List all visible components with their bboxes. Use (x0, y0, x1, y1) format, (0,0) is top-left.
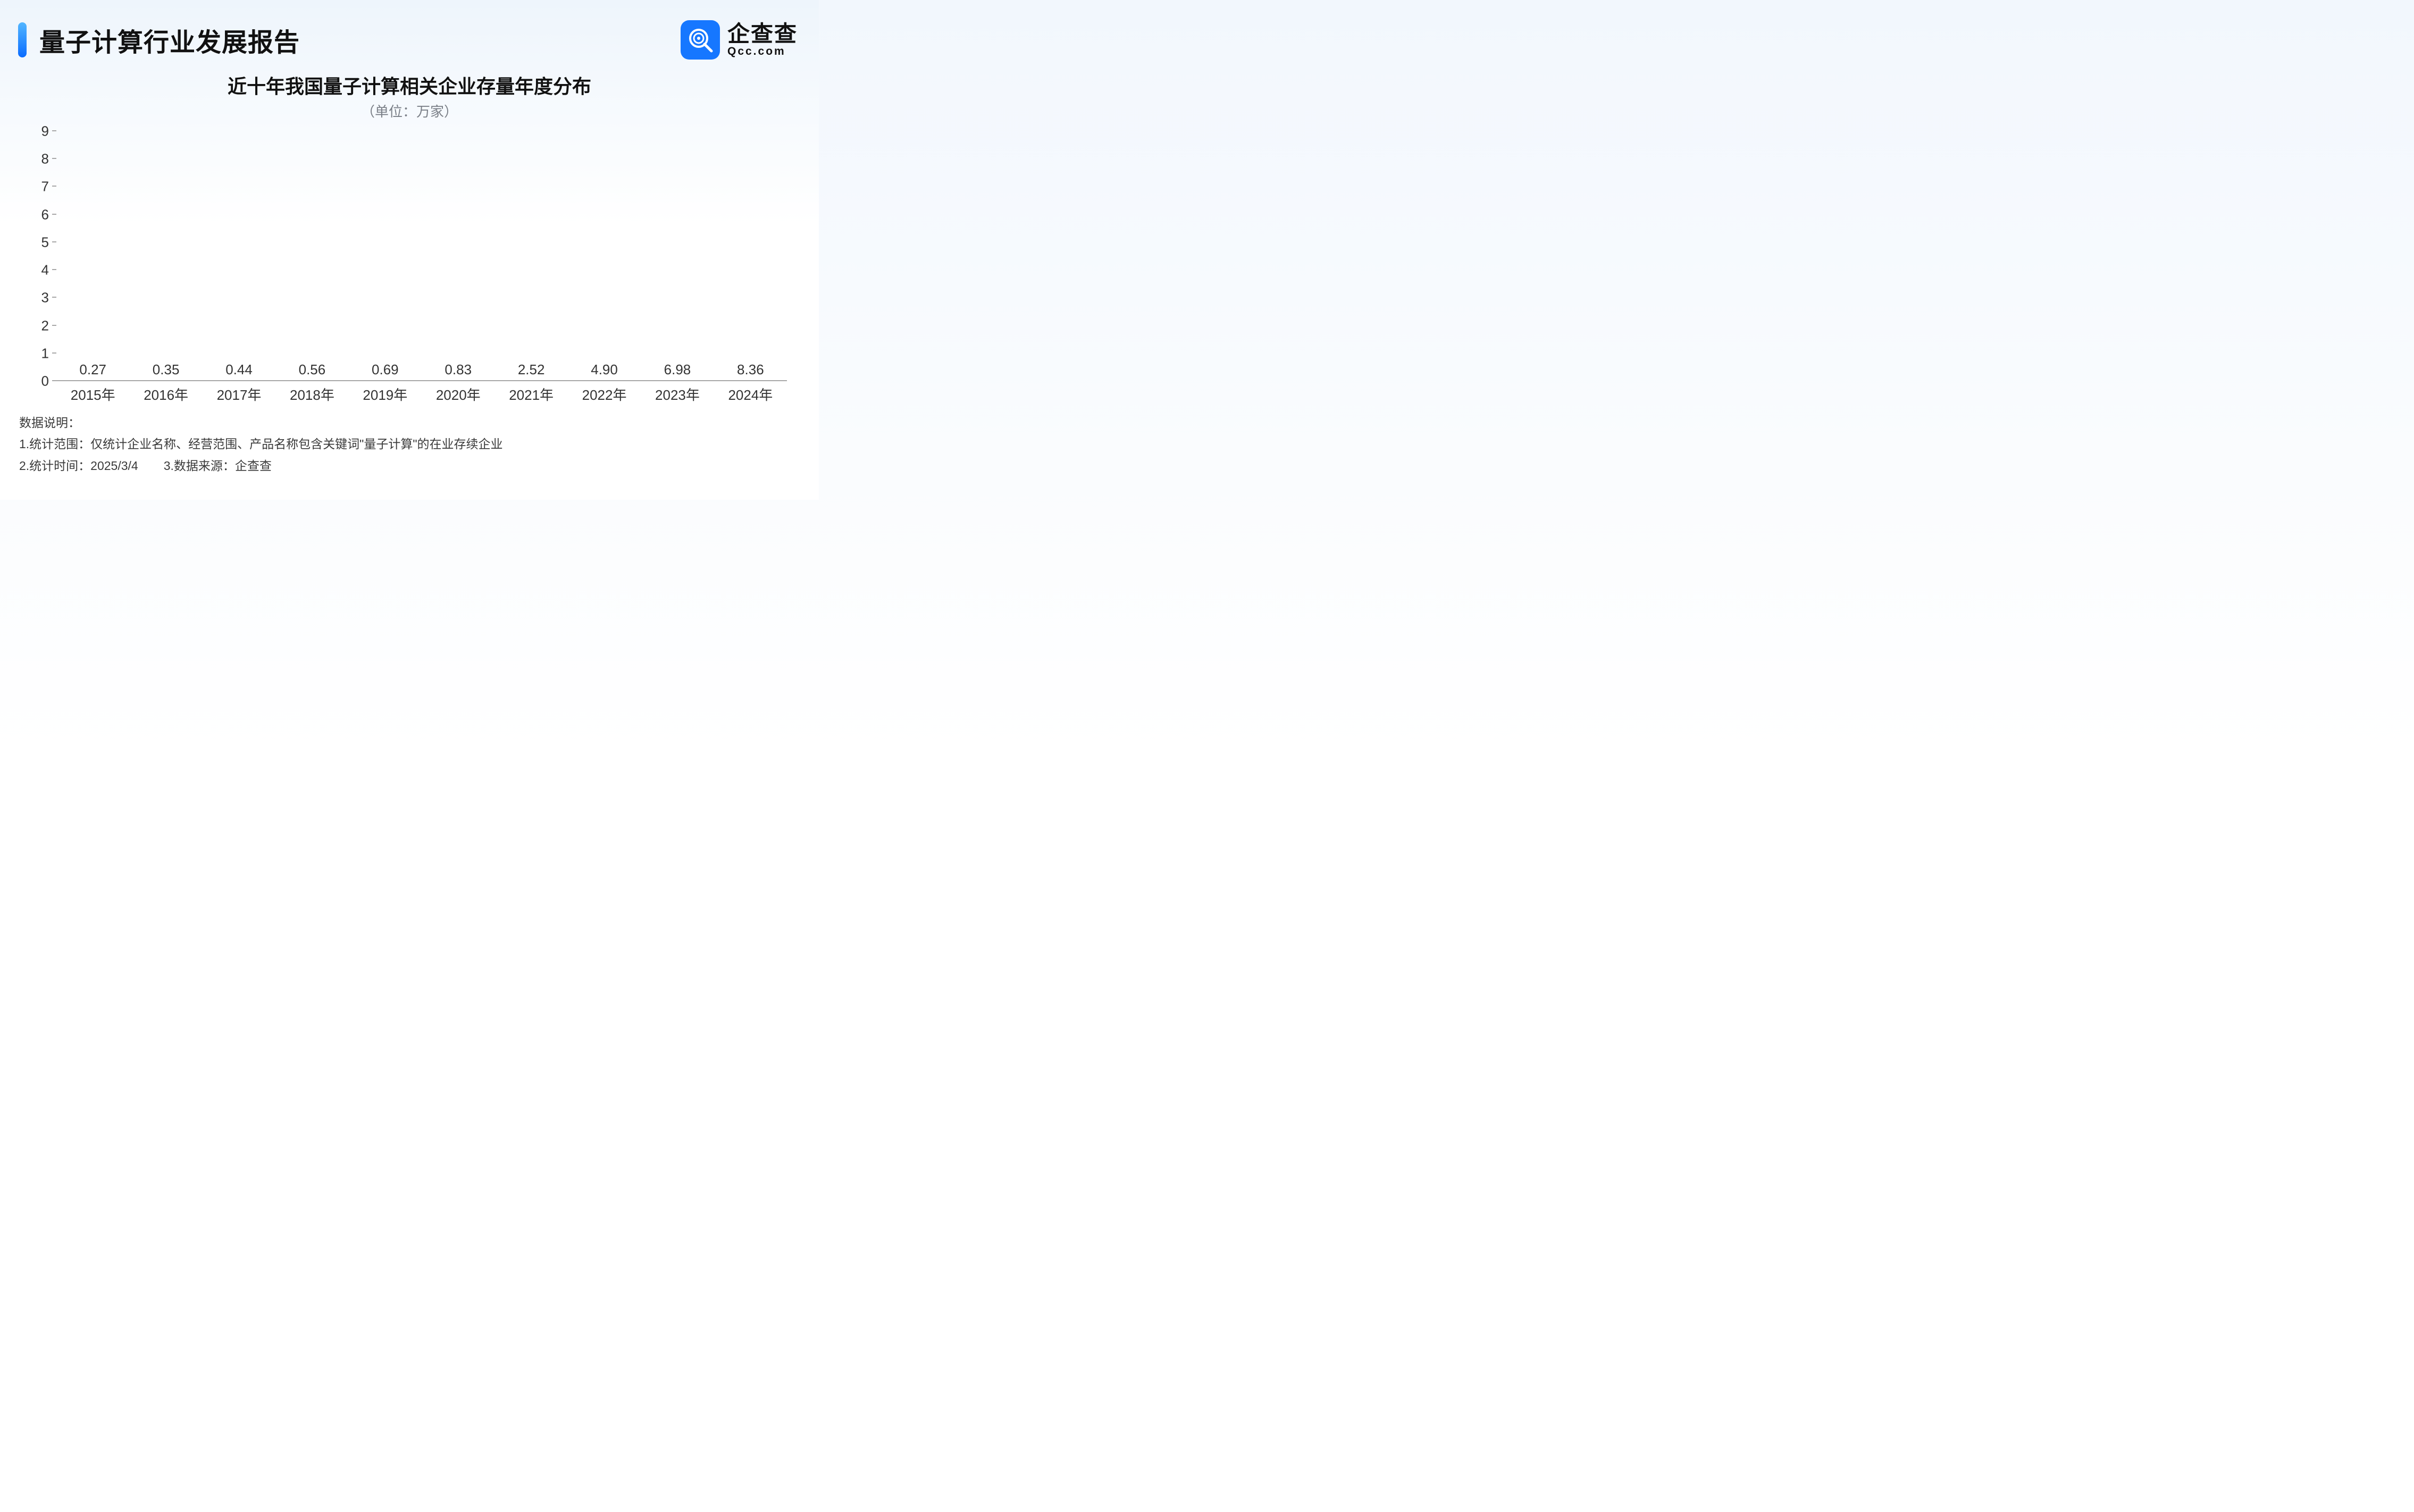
y-tick-mark (52, 214, 56, 215)
bar-slot: 0.27 (56, 362, 129, 381)
y-tick-mark (52, 269, 56, 270)
y-tick-label: 4 (41, 262, 56, 279)
bar-slot: 0.69 (349, 362, 422, 381)
y-tick-label: 1 (41, 345, 56, 362)
y-tick-mark (52, 352, 56, 354)
chart-wrap: 0.27 0.35 0.44 0.56 0.69 0.83 2.52 4.90 6.98 8.36… (27, 128, 792, 405)
y-tick-label: 9 (41, 123, 56, 140)
page-title: 量子计算行业发展报告 (39, 21, 300, 58)
x-axis-label: 2023年 (641, 381, 714, 404)
notes-line-2: 2.统计时间：2025/3/4 3.数据来源：企查查 (19, 455, 803, 476)
x-axis-label: 2019年 (349, 381, 422, 404)
y-tick-mark (52, 158, 56, 159)
logo-icon (681, 20, 720, 60)
x-axis-label: 2021年 (494, 381, 567, 404)
y-tick-label: 6 (41, 206, 56, 223)
x-axis-label: 2022年 (568, 381, 641, 404)
x-axis-label: 2015年 (56, 381, 129, 404)
bar-value-label: 4.90 (591, 362, 618, 378)
bars-container: 0.27 0.35 0.44 0.56 0.69 0.83 2.52 4.90 6.98 8.36 (56, 131, 787, 381)
x-axis-labels: 2015年2016年2017年2018年2019年2020年2021年2022年… (56, 381, 787, 405)
chart-titles: 近十年我国量子计算相关企业存量年度分布 （单位：万家） (16, 71, 803, 121)
bar-value-label: 2.52 (518, 362, 545, 378)
y-tick-mark (52, 325, 56, 326)
logo-name-cn: 企查查 (727, 22, 798, 46)
bar-value-label: 0.69 (372, 362, 399, 378)
y-tick-label: 5 (41, 234, 56, 250)
chart-subtitle: （单位：万家） (16, 101, 803, 121)
logo-text: 企查查 Qcc.com (727, 22, 798, 57)
x-axis-label: 2017年 (203, 381, 275, 404)
notes-source: 3.数据来源：企查查 (164, 455, 272, 476)
y-tick-label: 2 (41, 317, 56, 334)
bar-value-label: 0.83 (445, 362, 472, 378)
y-tick-label: 7 (41, 179, 56, 195)
bar-chart: 0.27 0.35 0.44 0.56 0.69 0.83 2.52 4.90 6.98 8.36… (27, 128, 792, 405)
bar-value-label: 0.27 (79, 362, 106, 378)
magnify-target-icon (687, 27, 714, 53)
logo-name-en: Qcc.com (727, 46, 798, 57)
x-axis-label: 2024年 (714, 381, 787, 404)
bar-value-label: 0.44 (225, 362, 253, 378)
bar-value-label: 0.56 (299, 362, 326, 378)
bar-slot: 0.44 (203, 362, 275, 381)
title-wrap: 量子计算行业发展报告 (18, 21, 300, 58)
bar-value-label: 6.98 (664, 362, 691, 378)
y-tick-mark (52, 130, 56, 131)
bar-value-label: 8.36 (737, 362, 764, 378)
y-tick-label: 3 (41, 290, 56, 306)
y-tick-mark (52, 186, 56, 187)
bar-value-label: 0.35 (153, 362, 180, 378)
x-axis-label: 2018年 (275, 381, 348, 404)
footnotes: 数据说明： 1.统计范围：仅统计企业名称、经营范围、产品名称包含关键词"量子计算… (16, 412, 803, 476)
notes-heading: 数据说明： (19, 412, 803, 433)
notes-line-1: 1.统计范围：仅统计企业名称、经营范围、产品名称包含关键词"量子计算"的在业存续… (19, 433, 803, 455)
bar-slot: 6.98 (641, 362, 714, 381)
bar-slot: 0.35 (129, 362, 202, 381)
bar-slot: 8.36 (714, 362, 787, 381)
x-axis-label: 2016年 (129, 381, 202, 404)
report-page: 量子计算行业发展报告 企查查 Qcc.com 近十年我国量子计算相关企业存量年度… (0, 0, 819, 500)
bar-slot: 0.56 (275, 362, 348, 381)
y-tick-mark (52, 297, 56, 298)
accent-bar (18, 22, 27, 57)
header: 量子计算行业发展报告 企查查 Qcc.com (16, 20, 803, 60)
y-tick-mark (52, 241, 56, 242)
notes-stat-time: 2.统计时间：2025/3/4 (19, 455, 138, 476)
plot-area: 0.27 0.35 0.44 0.56 0.69 0.83 2.52 4.90 6.98 8.36… (56, 131, 787, 381)
x-axis-label: 2020年 (422, 381, 494, 404)
y-tick-mark (52, 380, 56, 381)
bar-slot: 2.52 (494, 362, 567, 381)
bar-slot: 0.83 (422, 362, 494, 381)
logo: 企查查 Qcc.com (681, 20, 803, 60)
y-tick-label: 8 (41, 151, 56, 167)
chart-title: 近十年我国量子计算相关企业存量年度分布 (16, 71, 803, 99)
y-tick-label: 0 (41, 373, 56, 390)
bar-slot: 4.90 (568, 362, 641, 381)
